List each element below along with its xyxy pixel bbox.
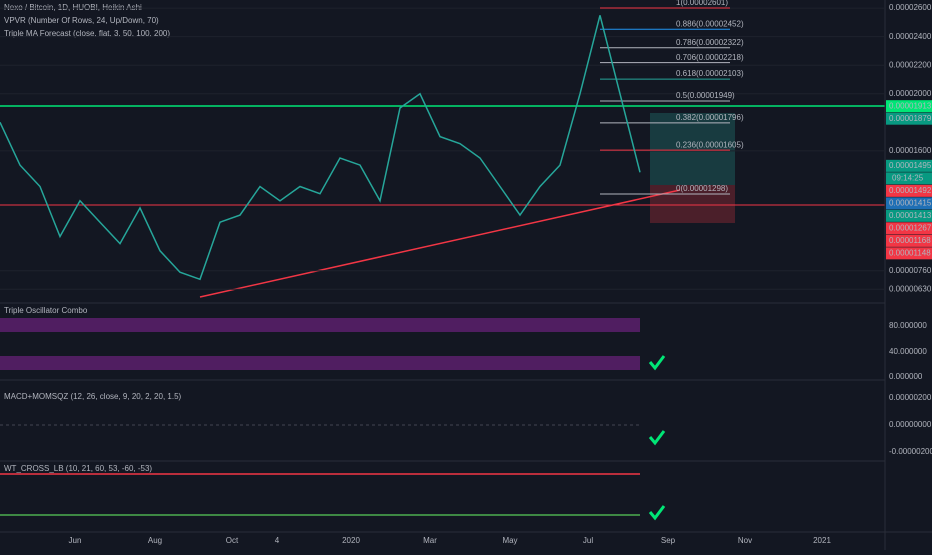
- x-tick-label: Jul: [583, 536, 593, 545]
- y-tick-label: 0.00002200: [889, 60, 932, 69]
- overbought-band: [0, 318, 640, 332]
- fib-label: 0.618(0.00002103): [676, 69, 744, 78]
- price-tag-label: 0.00001492: [889, 186, 932, 195]
- stop-zone: [650, 185, 735, 223]
- pane-tick-label: 40.000000: [889, 347, 927, 356]
- price-tag: [886, 222, 932, 235]
- price-tag-label: 0.00001913: [889, 101, 932, 110]
- check-icon: [648, 505, 666, 521]
- pane-tick-label: 0.00000000: [889, 420, 932, 429]
- pane-tick-label: 0.00000200: [889, 393, 932, 402]
- pane-title: WT_CROSS_LB (10, 21, 60, 53, -60, -53): [4, 464, 152, 473]
- check-icon: [648, 430, 666, 446]
- x-tick-label: 2020: [342, 536, 360, 545]
- countdown-tag: [886, 172, 932, 185]
- fib-label: 0.706(0.00002218): [676, 53, 744, 62]
- x-tick-label: Jun: [69, 536, 82, 545]
- pane-title: MACD+MOMSQZ (12, 26, close, 9, 20, 2, 20…: [4, 392, 182, 401]
- check-icon: [648, 355, 666, 371]
- fib-label: 1(0.00002601): [676, 0, 728, 7]
- x-tick-label: 4: [275, 536, 280, 545]
- x-tick-label: May: [502, 536, 517, 545]
- y-tick-label: 0.00002600: [889, 3, 932, 12]
- fib-label: 0.886(0.00002452): [676, 19, 744, 28]
- y-tick-label: 0.00002000: [889, 89, 932, 98]
- x-tick-label: Sep: [661, 536, 676, 545]
- countdown-label: 09:14:25: [892, 173, 924, 182]
- fib-label: 0.786(0.00002322): [676, 38, 744, 47]
- x-tick-label: Oct: [226, 536, 239, 545]
- target-zone: [650, 113, 735, 185]
- price-tag-label: 0.00001413: [889, 211, 932, 220]
- trend-line: [199, 189, 681, 298]
- oversold-band: [0, 356, 640, 370]
- price-line: [0, 15, 641, 281]
- fib-label: 0.236(0.00001605): [676, 140, 744, 149]
- pane-tick-label: 0.000000: [889, 372, 923, 381]
- fib-label: 0.5(0.00001949): [676, 91, 735, 100]
- y-tick-label: 0.00002400: [889, 32, 932, 41]
- price-tag: [886, 197, 932, 210]
- price-tag: [886, 159, 932, 172]
- price-tag-label: 0.00001267: [889, 223, 932, 232]
- y-tick-label: 0.00000760: [889, 266, 932, 275]
- y-tick-label: 0.00000630: [889, 284, 932, 293]
- fib-label: 0(0.00001298): [676, 184, 728, 193]
- y-tick-label: 0.00001600: [889, 146, 932, 155]
- price-tag: [886, 247, 932, 260]
- chart-title: Nexo / Bitcoin, 1D, HUOBI, Heikin Ashi: [4, 3, 142, 12]
- pane-tick-label: -0.00000200: [889, 447, 932, 456]
- indicator-label: VPVR (Number Of Rows, 24, Up/Down, 70): [4, 16, 159, 25]
- price-tag-label: 0.00001415: [889, 198, 932, 207]
- price-tag-label: 0.00001495: [889, 161, 932, 170]
- x-tick-label: Nov: [738, 536, 752, 545]
- price-tag: [886, 234, 932, 247]
- pane-title: Triple Oscillator Combo: [4, 306, 88, 315]
- price-tag-label: 0.00001879: [889, 114, 932, 123]
- x-tick-label: 2021: [813, 536, 831, 545]
- pane-tick-label: 80.000000: [889, 321, 927, 330]
- price-tag: [886, 112, 932, 125]
- price-tag-label: 0.00001148: [889, 248, 931, 257]
- fib-label: 0.382(0.00001796): [676, 113, 744, 122]
- x-tick-label: Aug: [148, 536, 162, 545]
- price-tag: [886, 100, 932, 113]
- price-tag: [886, 184, 932, 197]
- price-tag-label: 0.00001168: [889, 236, 931, 245]
- indicator-label: Triple MA Forecast (close, flat, 3, 50, …: [4, 29, 170, 38]
- price-tag: [886, 209, 932, 222]
- x-tick-label: Mar: [423, 536, 437, 545]
